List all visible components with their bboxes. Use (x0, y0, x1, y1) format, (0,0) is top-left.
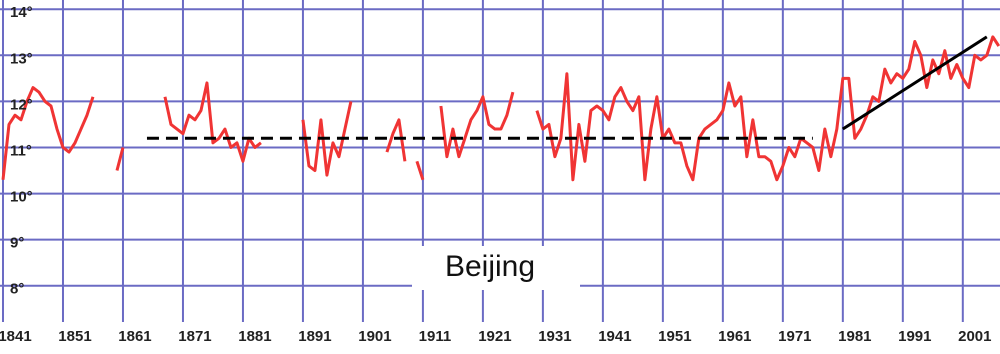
x-tick-label: 1851 (58, 328, 91, 345)
x-tick-label: 1941 (598, 328, 631, 345)
data-line (385, 118, 407, 162)
x-tick-label: 1911 (419, 328, 452, 345)
data-line (415, 160, 425, 181)
x-tick-label: 1841 (0, 328, 32, 345)
reference-line (842, 35, 988, 131)
data-line (1, 86, 95, 180)
annotation: Beijing (445, 250, 535, 283)
x-tick-label: 1871 (178, 328, 211, 345)
y-tick-label: 11° (10, 142, 32, 159)
x-tick-label: 1981 (838, 328, 871, 345)
data-line (535, 35, 1000, 182)
data-line (115, 147, 125, 171)
label-background (412, 246, 580, 290)
x-tick-label: 1931 (538, 328, 571, 345)
y-tick-label: 8° (10, 281, 24, 298)
x-tick-label: 1891 (298, 328, 331, 345)
x-tick-label: 2001 (958, 328, 991, 345)
x-tick-label: 1971 (778, 328, 811, 345)
x-tick-label: 1961 (718, 328, 751, 345)
y-tick-label: 12° (10, 96, 33, 113)
y-tick-label: 14° (10, 4, 33, 21)
x-tick-label: 1921 (478, 328, 511, 345)
data-line (163, 81, 262, 163)
y-tick-label: 9° (10, 235, 24, 252)
x-tick-label: 1991 (898, 328, 931, 345)
x-tick-label: 1901 (358, 328, 391, 345)
x-tick-label: 1881 (238, 328, 271, 345)
x-tick-label: 1951 (658, 328, 691, 345)
x-tick-label: 1861 (118, 328, 151, 345)
data-line (439, 91, 515, 159)
y-tick-label: 10° (10, 189, 33, 206)
y-tick-label: 13° (10, 50, 33, 67)
